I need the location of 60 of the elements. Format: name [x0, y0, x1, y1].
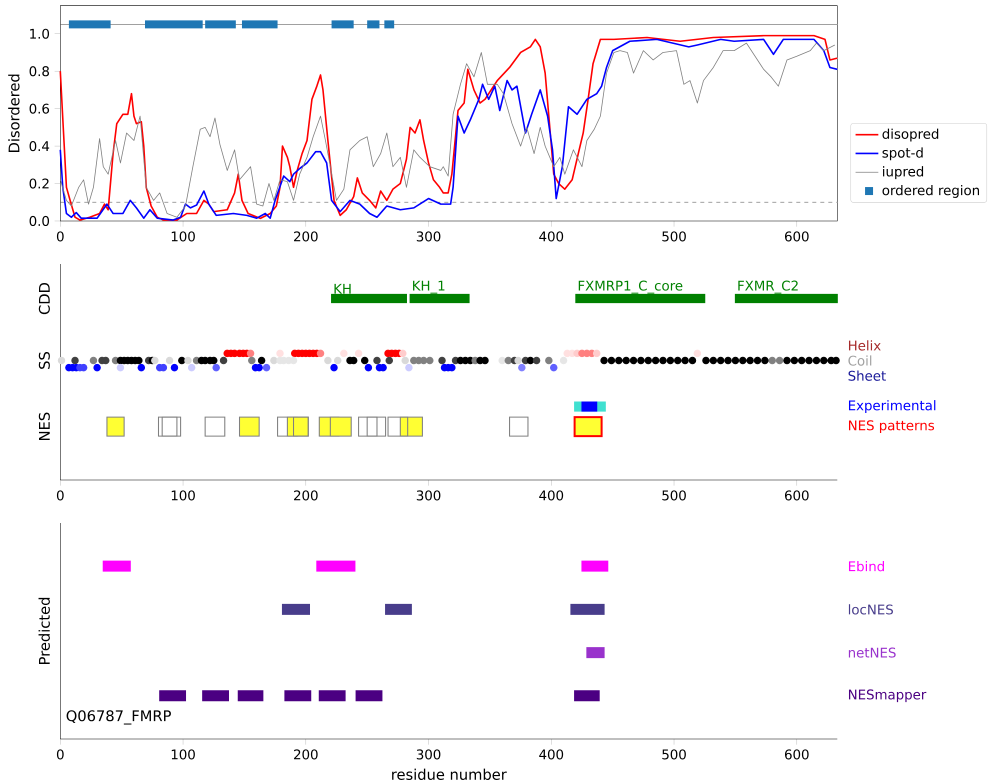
y-tick-label: 1.0 — [30, 28, 50, 39]
legend-label: iupred — [883, 166, 924, 180]
x-tick-label: 600 — [785, 749, 809, 760]
series-label: Coil — [848, 355, 872, 366]
x-tick-label: 100 — [172, 749, 195, 760]
x-tick-label: 500 — [662, 231, 686, 242]
bar — [581, 401, 598, 412]
bar — [574, 416, 603, 438]
legend-label: spot-d — [882, 147, 923, 160]
legend-label: disopred — [882, 128, 938, 142]
x-tick-label: 100 — [172, 231, 195, 242]
y-tick-label: SS — [38, 352, 50, 369]
x-tick-label: 400 — [539, 490, 564, 500]
y-axis-title: Predicted — [38, 598, 50, 664]
bar — [318, 690, 346, 702]
x-tick-label: 0 — [56, 231, 64, 242]
x-tick-label: 200 — [294, 231, 318, 242]
x-tick-label: 500 — [662, 749, 686, 760]
x-tick-label: 300 — [416, 490, 440, 500]
annotation: Q06787_FMRP — [66, 710, 171, 725]
y-tick-label: CDD — [38, 283, 50, 314]
bar — [574, 690, 600, 702]
bar — [509, 416, 528, 437]
legend-label: ordered region — [882, 184, 980, 198]
y-tick-label: 0.0 — [30, 216, 50, 226]
text: Helix — [848, 340, 881, 351]
bar — [586, 647, 605, 658]
x-tick-label: 600 — [785, 490, 809, 500]
x-tick-label: 300 — [416, 749, 440, 760]
bar — [356, 690, 382, 702]
y-tick-label: locNES — [848, 604, 893, 615]
x-tick-label: 400 — [539, 749, 564, 760]
x-tick-label: 500 — [662, 490, 686, 500]
y-tick-label: 0.6 — [30, 104, 50, 114]
annotation: KH_1 — [413, 280, 444, 294]
bar — [284, 690, 312, 702]
y-tick-label: NES — [38, 412, 50, 440]
y-tick-label: 0.4 — [30, 141, 50, 152]
y-axis-title: Disordered — [8, 74, 20, 152]
x-tick-label: 100 — [172, 490, 195, 500]
x-tick-label: 200 — [294, 490, 318, 500]
x-tick-label: 200 — [294, 749, 318, 760]
x-tick-label: 400 — [539, 231, 564, 242]
annotation: FXMRP1_C_core — [578, 280, 682, 294]
y-tick-label: 0.8 — [30, 66, 49, 76]
annotation: KH — [334, 284, 351, 294]
x-tick-label: 300 — [416, 231, 440, 242]
y-tick-label: netNES — [848, 648, 896, 658]
x-tick-label: 0 — [56, 749, 64, 760]
y-tick-label: NESmapper — [848, 689, 926, 702]
x-tick-label: 600 — [785, 231, 809, 242]
y-tick-label: Ebind — [848, 561, 884, 572]
bar — [238, 416, 260, 437]
text: NES patterns — [848, 420, 934, 433]
x-axis-title: residue number — [392, 768, 507, 780]
text: Sheet — [848, 370, 886, 381]
text: Experimental — [848, 400, 936, 414]
annotation: FXMR_C2 — [738, 280, 798, 294]
x-tick-label: 0 — [56, 490, 64, 500]
y-tick-label: 0.2 — [30, 178, 49, 189]
